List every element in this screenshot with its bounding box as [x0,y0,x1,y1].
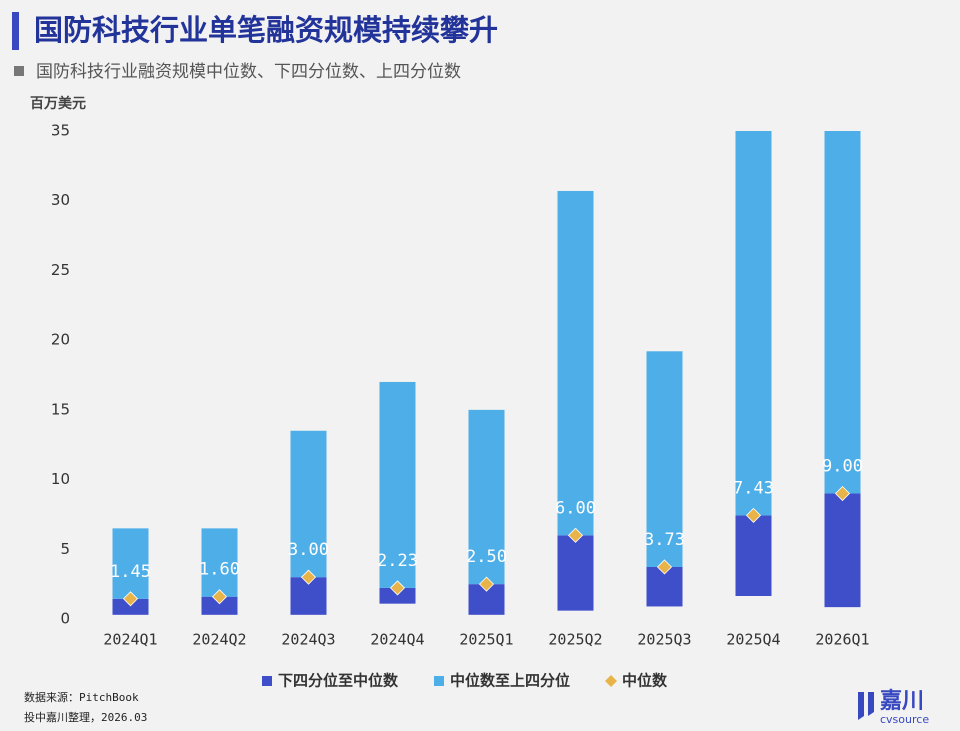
x-tick-label: 2024Q2 [192,631,246,649]
x-tick-label: 2024Q3 [281,631,335,649]
legend-label: 下四分位至中位数 [278,672,399,690]
bar-upper [201,528,238,597]
y-axis-label: 百万美元 [30,95,86,112]
bar-upper [824,131,861,494]
median-marker [300,569,317,585]
bar-lower [112,598,149,615]
chart-title: 国防科技行业单笔融资规模持续攀升 [34,13,498,47]
median-marker [745,507,762,523]
data-label: 2.23 [377,551,418,571]
x-tick-label: 2025Q2 [548,631,602,649]
logo-mark [858,692,874,720]
median-marker [567,527,584,543]
data-label: 1.60 [199,560,240,580]
data-label: 7.43 [733,478,774,498]
median-marker [122,591,139,607]
y-tick-label: 0 [60,610,70,628]
data-label: 9.00 [822,457,863,477]
bar-lower [201,596,238,615]
bar-upper [735,131,772,516]
bar-lower [379,587,416,604]
x-tick-label: 2025Q1 [459,631,513,649]
legend-swatch [262,676,272,686]
bar-upper [468,409,505,585]
source: 投中嘉川整理，2026.03 [24,710,147,724]
median-marker [478,576,495,592]
x-tick-label: 2024Q1 [103,631,157,649]
y-tick-label: 30 [51,191,70,209]
bar-lower [735,515,772,596]
chart-subtitle: 国防科技行业融资规模中位数、下四分位数、上四分位数 [36,62,461,82]
legend-label: 中位数至上四分位 [450,672,570,690]
data-label: 3.73 [644,530,685,550]
bar-upper [290,430,327,578]
data-label: 6.00 [555,498,596,518]
y-tick-label: 10 [51,470,70,488]
median-marker [389,580,406,596]
y-tick-label: 25 [51,261,70,279]
title-bar [12,12,19,50]
y-tick-label: 20 [51,331,70,349]
bar-upper [557,190,594,536]
data-label: 3.00 [288,540,329,560]
bar-upper [379,381,416,588]
x-tick-label: 2025Q3 [637,631,691,649]
y-tick-label: 15 [51,400,70,418]
x-tick-label: 2024Q4 [370,631,424,649]
median-marker [656,559,673,575]
logo-name: 嘉川 [880,689,924,714]
x-tick-label: 2026Q1 [815,631,869,649]
y-tick-label: 5 [60,540,70,558]
bar-upper [112,528,149,599]
x-tick-label: 2025Q4 [726,631,780,649]
median-marker [834,485,851,502]
subtitle-icon [14,66,24,76]
data-label: 2.50 [466,547,507,567]
legend-label: 中位数 [622,672,668,690]
legend-swatch [434,676,444,686]
median-marker [211,589,228,605]
legend-swatch [605,675,617,687]
bar-lower [557,535,594,611]
data-label: 1.45 [110,562,151,582]
bar-upper [646,351,683,567]
bar-lower [824,493,861,608]
y-tick-label: 35 [51,122,70,140]
source: 数据来源：PitchBook [24,690,139,704]
logo-sub: cvsource [880,713,929,726]
